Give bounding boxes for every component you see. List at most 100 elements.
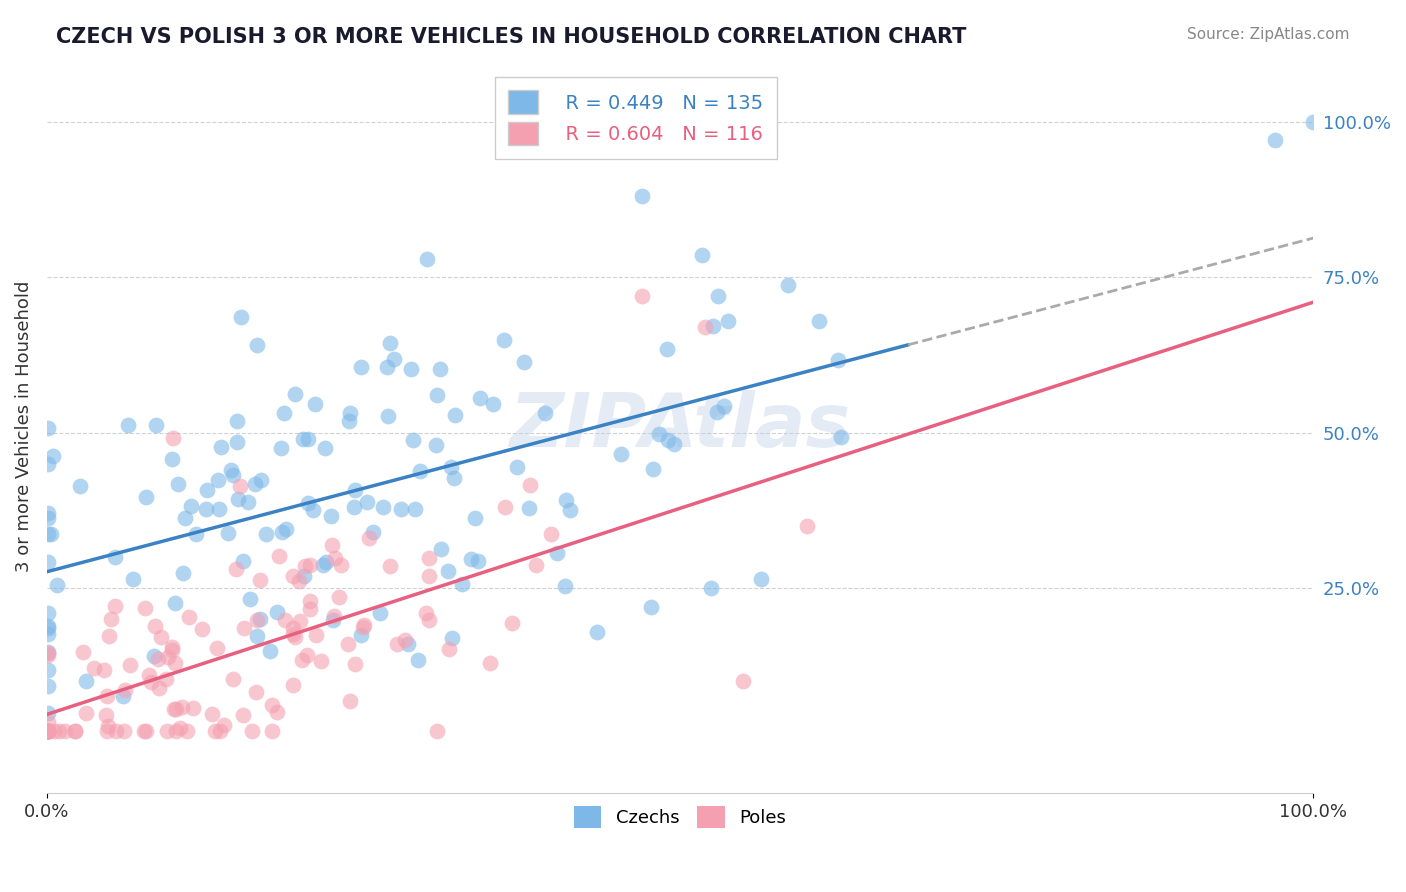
Czechs [75, 673, 97, 688]
Poles [165, 656, 187, 670]
Czechs [226, 492, 249, 507]
Czechs [304, 397, 326, 411]
Poles [321, 537, 343, 551]
Czechs [558, 502, 581, 516]
Czechs [409, 465, 432, 479]
Czechs [217, 525, 239, 540]
Poles [96, 707, 118, 722]
Czechs [371, 500, 394, 515]
Poles [37, 648, 59, 663]
Poles [267, 549, 290, 563]
Czechs [631, 189, 654, 203]
Poles [357, 531, 380, 545]
Poles [240, 724, 263, 739]
Poles [53, 724, 76, 739]
Poles [437, 642, 460, 657]
Czechs [111, 689, 134, 703]
Czechs [219, 463, 242, 477]
Czechs [37, 621, 59, 635]
Poles [37, 724, 59, 739]
Poles [225, 562, 247, 576]
Czechs [226, 434, 249, 449]
Czechs [315, 555, 337, 569]
Poles [96, 689, 118, 703]
Czechs [337, 414, 360, 428]
Czechs [717, 314, 740, 328]
Poles [339, 694, 361, 708]
Y-axis label: 3 or more Vehicles in Household: 3 or more Vehicles in Household [15, 281, 32, 572]
Czechs [208, 501, 231, 516]
Poles [72, 645, 94, 659]
Czechs [297, 496, 319, 510]
Czechs [534, 407, 557, 421]
Poles [181, 700, 204, 714]
Poles [322, 608, 344, 623]
Poles [155, 672, 177, 686]
Czechs [37, 506, 59, 520]
Poles [207, 641, 229, 656]
Czechs [350, 359, 373, 374]
Poles [733, 674, 755, 689]
Poles [162, 643, 184, 657]
Czechs [343, 500, 366, 515]
Czechs [426, 388, 449, 402]
Poles [281, 621, 304, 635]
Poles [519, 478, 541, 492]
Poles [378, 559, 401, 574]
Czechs [350, 627, 373, 641]
Czechs [142, 648, 165, 663]
Czechs [225, 414, 247, 428]
Czechs [270, 525, 292, 540]
Poles [352, 620, 374, 634]
Poles [294, 558, 316, 573]
Czechs [519, 501, 541, 516]
Czechs [402, 434, 425, 448]
Czechs [643, 461, 665, 475]
Czechs [1264, 133, 1286, 147]
Poles [170, 700, 193, 714]
Poles [281, 627, 304, 641]
Poles [344, 657, 367, 672]
Poles [418, 569, 440, 583]
Czechs [276, 522, 298, 536]
Czechs [655, 343, 678, 357]
Czechs [546, 545, 568, 559]
Czechs [368, 606, 391, 620]
Poles [353, 617, 375, 632]
Poles [63, 724, 86, 739]
Czechs [121, 572, 143, 586]
Poles [98, 629, 121, 643]
Czechs [713, 399, 735, 413]
Poles [169, 722, 191, 736]
Czechs [706, 404, 728, 418]
Poles [337, 637, 360, 651]
Czechs [243, 476, 266, 491]
Czechs [163, 597, 186, 611]
Poles [297, 648, 319, 662]
Czechs [492, 333, 515, 347]
Poles [298, 594, 321, 608]
Poles [415, 607, 437, 621]
Czechs [375, 359, 398, 374]
Czechs [266, 606, 288, 620]
Poles [93, 663, 115, 677]
Czechs [425, 438, 447, 452]
Czechs [439, 459, 461, 474]
Czechs [314, 441, 336, 455]
Czechs [640, 599, 662, 614]
Czechs [239, 592, 262, 607]
Czechs [246, 629, 269, 643]
Legend: Czechs, Poles: Czechs, Poles [567, 799, 793, 836]
Poles [146, 652, 169, 666]
Poles [118, 657, 141, 672]
Poles [796, 519, 818, 533]
Text: ZIPAtlas: ZIPAtlas [509, 390, 851, 463]
Czechs [464, 511, 486, 525]
Poles [37, 724, 59, 739]
Poles [156, 649, 179, 664]
Poles [100, 612, 122, 626]
Czechs [284, 386, 307, 401]
Czechs [648, 427, 671, 442]
Czechs [707, 289, 730, 303]
Czechs [690, 247, 713, 261]
